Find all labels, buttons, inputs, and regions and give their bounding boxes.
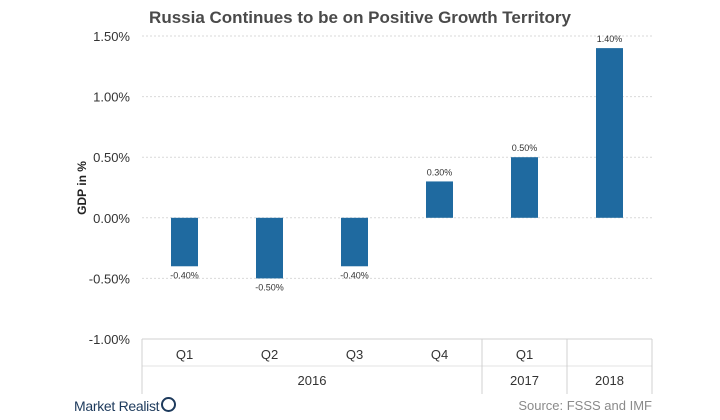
bar-value-labels: -0.40% -0.50% -0.40% 0.30% 0.50% 1.40% bbox=[170, 34, 622, 292]
x-tick-label: Q2 bbox=[261, 347, 278, 362]
y-axis-label: GDP in % bbox=[75, 161, 89, 215]
x-group-label: 2018 bbox=[595, 373, 624, 388]
y-tick-label: -0.50% bbox=[89, 271, 131, 286]
bar bbox=[596, 48, 623, 218]
bar-value-label: -0.40% bbox=[170, 270, 199, 280]
bar bbox=[426, 181, 453, 218]
bar-value-label: 0.30% bbox=[427, 167, 453, 177]
brand-name: Market Realist bbox=[74, 398, 160, 414]
source-note: Source: FSSS and IMF bbox=[518, 398, 652, 413]
y-tick-label: 1.50% bbox=[93, 29, 130, 44]
gridlines bbox=[142, 35, 652, 340]
x-tick-label: Q1 bbox=[516, 347, 533, 362]
bar-value-label: 0.50% bbox=[512, 143, 538, 153]
bars bbox=[171, 48, 623, 279]
bar bbox=[511, 157, 538, 218]
x-group-label: 2017 bbox=[510, 373, 539, 388]
x-group-label: 2016 bbox=[298, 373, 327, 388]
y-tick-label: 0.00% bbox=[93, 211, 130, 226]
brand-logo: Market Realist bbox=[74, 396, 177, 414]
bar bbox=[256, 217, 283, 279]
y-tick-label: 1.00% bbox=[93, 90, 130, 105]
bar bbox=[341, 217, 368, 267]
bar-value-label: -0.50% bbox=[255, 282, 284, 292]
x-tick-label: Q3 bbox=[346, 347, 363, 362]
x-axis: Q1 Q2 Q3 Q4 Q1 2016 2017 2018 bbox=[141, 338, 653, 394]
magnifier-icon bbox=[161, 397, 177, 412]
x-tick-label: Q1 bbox=[176, 347, 193, 362]
bar-value-label: -0.40% bbox=[340, 270, 369, 280]
y-axis-ticks: 1.50% 1.00% 0.50% 0.00% -0.50% -1.00% bbox=[89, 29, 131, 347]
chart-title: Russia Continues to be on Positive Growt… bbox=[149, 8, 571, 27]
y-tick-label: -1.00% bbox=[89, 332, 131, 347]
y-tick-label: 0.50% bbox=[93, 150, 130, 165]
x-tick-label: Q4 bbox=[431, 347, 448, 362]
bar-value-label: 1.40% bbox=[597, 34, 623, 44]
bar bbox=[171, 217, 198, 267]
